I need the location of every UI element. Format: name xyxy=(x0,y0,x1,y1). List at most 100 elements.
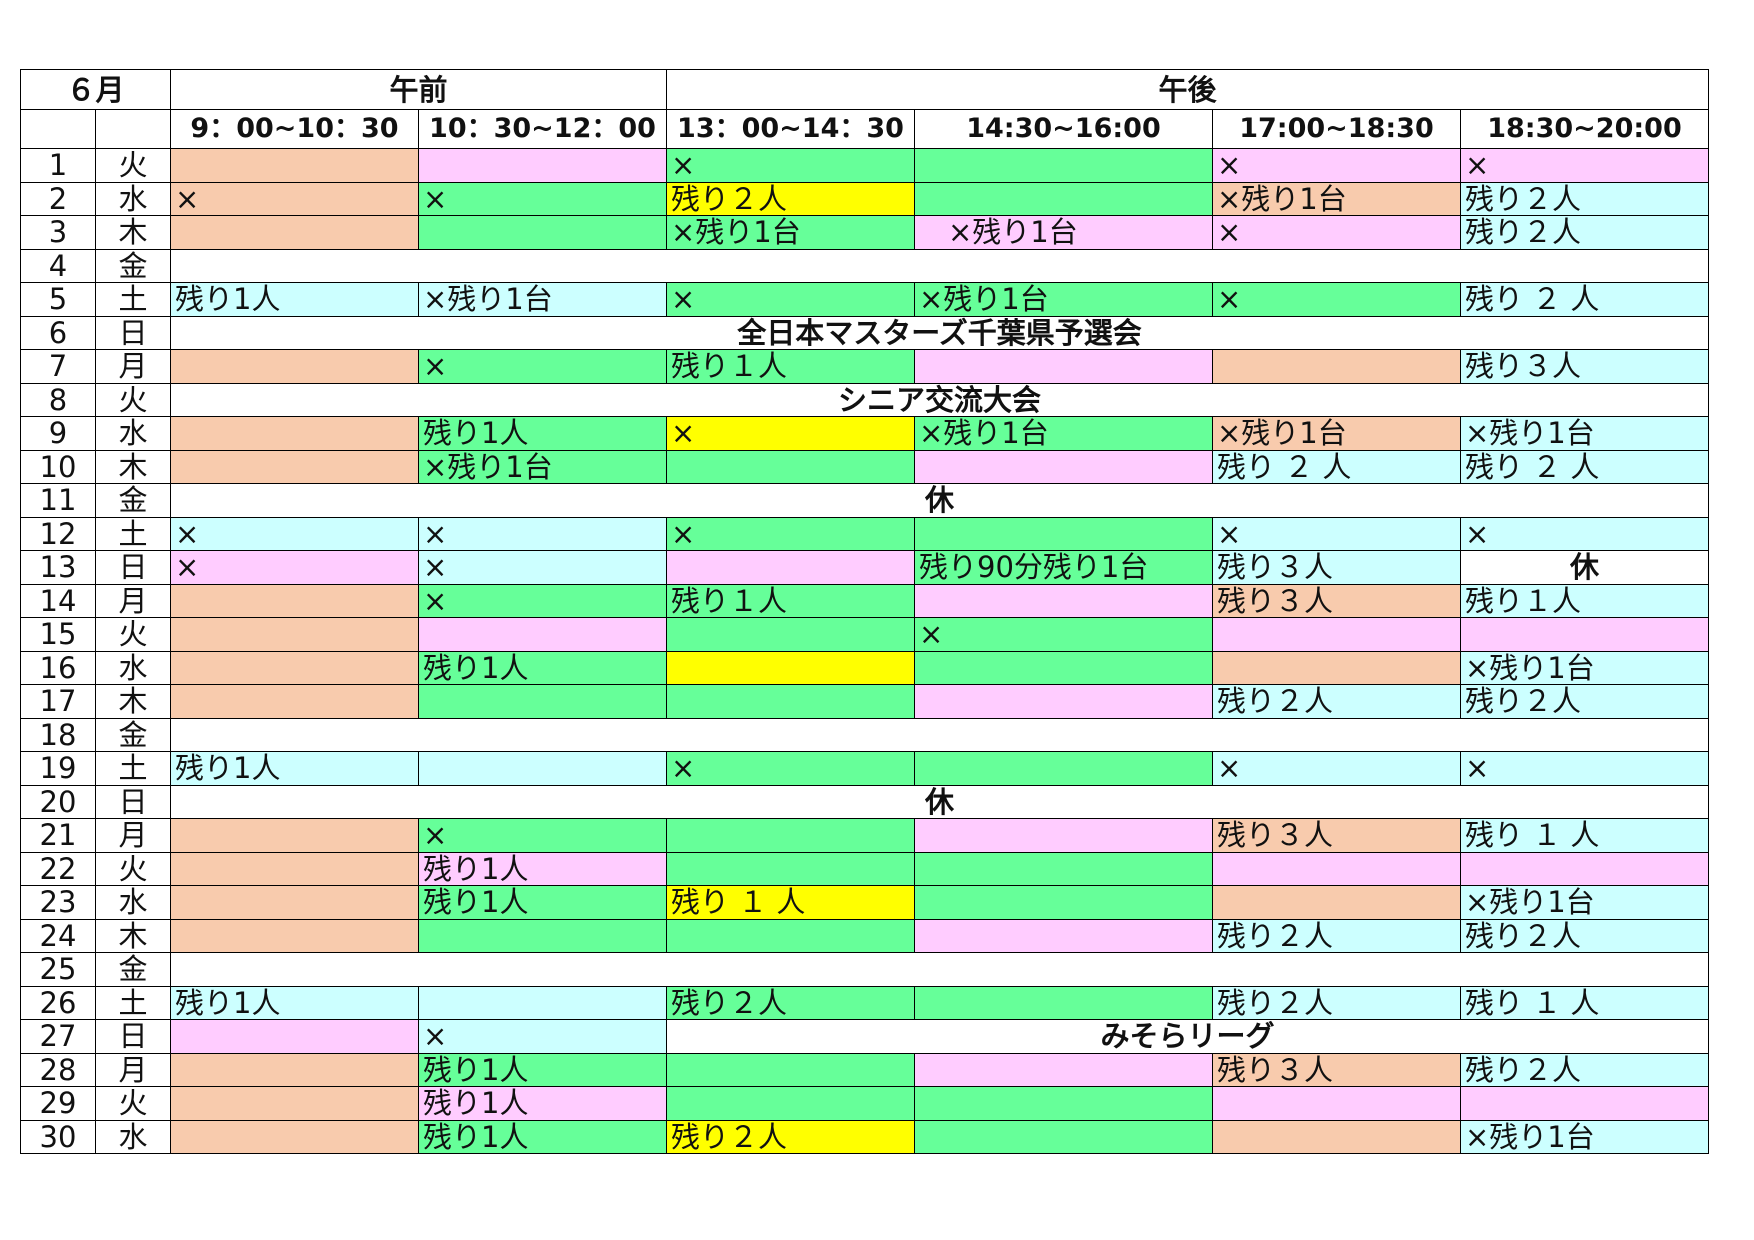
day-number: 18 xyxy=(20,717,96,752)
day-number: 16 xyxy=(20,650,96,685)
day-of-week: 金 xyxy=(95,717,171,752)
day-row: 12 土 × × × × × xyxy=(20,516,1709,551)
slot-cell: 残り２人 xyxy=(666,181,915,216)
day-of-week: 金 xyxy=(95,952,171,987)
slot-cell xyxy=(418,918,667,953)
day-row: 24 木 残り２人 残り２人 xyxy=(20,918,1709,953)
day-number: 25 xyxy=(20,952,96,987)
slot-cell: 残り１人 xyxy=(666,349,915,384)
day-of-week: 火 xyxy=(95,148,171,183)
slot-cell: 残り２人 xyxy=(1460,684,1709,719)
day-of-week: 土 xyxy=(95,985,171,1020)
slot-cell: 残り３人 xyxy=(1212,818,1461,853)
morning-header: 午前 xyxy=(170,69,667,110)
day-row: 13 日 × × 残り90分残り1台 残り３人休 xyxy=(20,550,1709,585)
slot-cell xyxy=(418,215,667,250)
day-number: 14 xyxy=(20,583,96,618)
slot-cell: 残り２人 xyxy=(1460,1052,1709,1087)
day-of-week: 金 xyxy=(95,483,171,518)
slot-cell: ×残り1台 xyxy=(1212,416,1461,451)
afternoon-header: 午後 xyxy=(666,69,1709,110)
slot-cell: 残り２人 xyxy=(666,1119,915,1154)
slot-header: 17:00~18:30 xyxy=(1212,109,1461,149)
day-row: 27 日 × みそらリーグ xyxy=(20,1019,1709,1054)
day-number: 29 xyxy=(20,1086,96,1121)
slot-cell: × xyxy=(1212,215,1461,250)
slot-cell: × xyxy=(418,818,667,853)
slot-cell: 残り1人 xyxy=(418,885,667,920)
day-of-week: 火 xyxy=(95,382,171,417)
slot-cell xyxy=(170,885,419,920)
day-number: 9 xyxy=(20,416,96,451)
slot-cell xyxy=(666,449,915,484)
slot-cell xyxy=(170,349,419,384)
slot-cell: × xyxy=(418,1019,667,1054)
day-number: 19 xyxy=(20,751,96,786)
slot-cell xyxy=(418,751,667,786)
slot-cell xyxy=(666,550,915,585)
slot-cell xyxy=(666,617,915,652)
day-of-week: 水 xyxy=(95,1119,171,1154)
day-of-week: 木 xyxy=(95,449,171,484)
slot-cell xyxy=(1460,1086,1709,1121)
slot-cell: × xyxy=(914,617,1213,652)
day-of-week: 月 xyxy=(95,1052,171,1087)
day-event-banner xyxy=(170,952,1709,987)
day-number: 27 xyxy=(20,1019,96,1054)
slot-cell xyxy=(170,617,419,652)
slot-cell: × xyxy=(1212,751,1461,786)
day-of-week: 土 xyxy=(95,282,171,317)
slot-cell: 残り２人 xyxy=(1212,918,1461,953)
slot-cell xyxy=(666,1052,915,1087)
day-number: 17 xyxy=(20,684,96,719)
day-event-banner xyxy=(170,248,1709,283)
slot-cell xyxy=(170,851,419,886)
day-row: 6 日全日本マスターズ千葉県予選会 xyxy=(20,315,1709,350)
slot-cell: × xyxy=(418,349,667,384)
slot-cell: 残り1人 xyxy=(418,416,667,451)
slot-cell: × xyxy=(1212,282,1461,317)
slot-cell: × xyxy=(666,148,915,183)
slot-cell xyxy=(170,1019,419,1054)
slot-header: 10：30~12：00 xyxy=(418,109,667,149)
slot-cell xyxy=(170,918,419,953)
day-event-banner: 休 xyxy=(170,784,1709,819)
slot-cell: × xyxy=(418,583,667,618)
slot-cell: 残り1人 xyxy=(170,751,419,786)
day-of-week: 火 xyxy=(95,1086,171,1121)
slot-cell xyxy=(666,650,915,685)
slot-cell: 残り1人 xyxy=(418,851,667,886)
slot-cell xyxy=(914,985,1213,1020)
slot-cell xyxy=(914,684,1213,719)
slot-cell: × xyxy=(666,416,915,451)
slot-cell: 残り1人 xyxy=(170,282,419,317)
slot-cell xyxy=(170,650,419,685)
slot-cell xyxy=(914,1052,1213,1087)
slot-cell xyxy=(914,181,1213,216)
slot-cell xyxy=(914,1086,1213,1121)
day-of-week: 月 xyxy=(95,349,171,384)
slot-cell: × xyxy=(1212,148,1461,183)
day-number: 24 xyxy=(20,918,96,953)
slot-cell xyxy=(418,148,667,183)
day-row: 23 水 残り1人 残り １ 人 ×残り1台 xyxy=(20,885,1709,920)
slot-cell: 残り ２ 人 xyxy=(1460,282,1709,317)
day-row: 2 水 × × 残り２人 ×残り1台 残り２人 xyxy=(20,181,1709,216)
day-row: 3 木 ×残り1台 ×残り1台 × 残り２人 xyxy=(20,215,1709,250)
slot-cell xyxy=(1212,349,1461,384)
day-row: 20 日休 xyxy=(20,784,1709,819)
slot-cell xyxy=(666,684,915,719)
slot-cell xyxy=(418,985,667,1020)
slot-cell xyxy=(1212,851,1461,886)
day-number: 30 xyxy=(20,1119,96,1154)
slot-cell: ×残り1台 xyxy=(666,215,915,250)
slot-cell xyxy=(914,449,1213,484)
slot-cell: ×残り1台 xyxy=(1460,416,1709,451)
slot-cell xyxy=(1212,1086,1461,1121)
day-row: 10 木 ×残り1台 残り ２ 人残り ２ 人 xyxy=(20,449,1709,484)
slot-cell: 残り１人 xyxy=(1460,583,1709,618)
slot-cell xyxy=(170,449,419,484)
slot-cell xyxy=(914,349,1213,384)
day-of-week: 日 xyxy=(95,784,171,819)
slot-cell: × xyxy=(170,181,419,216)
